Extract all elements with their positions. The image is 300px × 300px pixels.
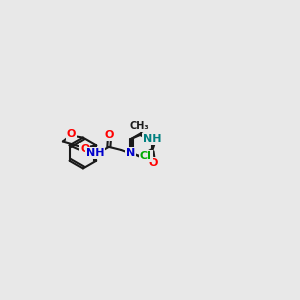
Text: CH₃: CH₃: [130, 121, 150, 131]
Text: NH: NH: [86, 148, 104, 158]
Text: Cl: Cl: [140, 151, 152, 161]
Text: O: O: [149, 158, 158, 168]
Text: N: N: [126, 148, 135, 158]
Text: O: O: [67, 129, 76, 139]
Text: NH: NH: [143, 134, 161, 144]
Text: O: O: [80, 144, 89, 154]
Text: O: O: [105, 130, 114, 140]
